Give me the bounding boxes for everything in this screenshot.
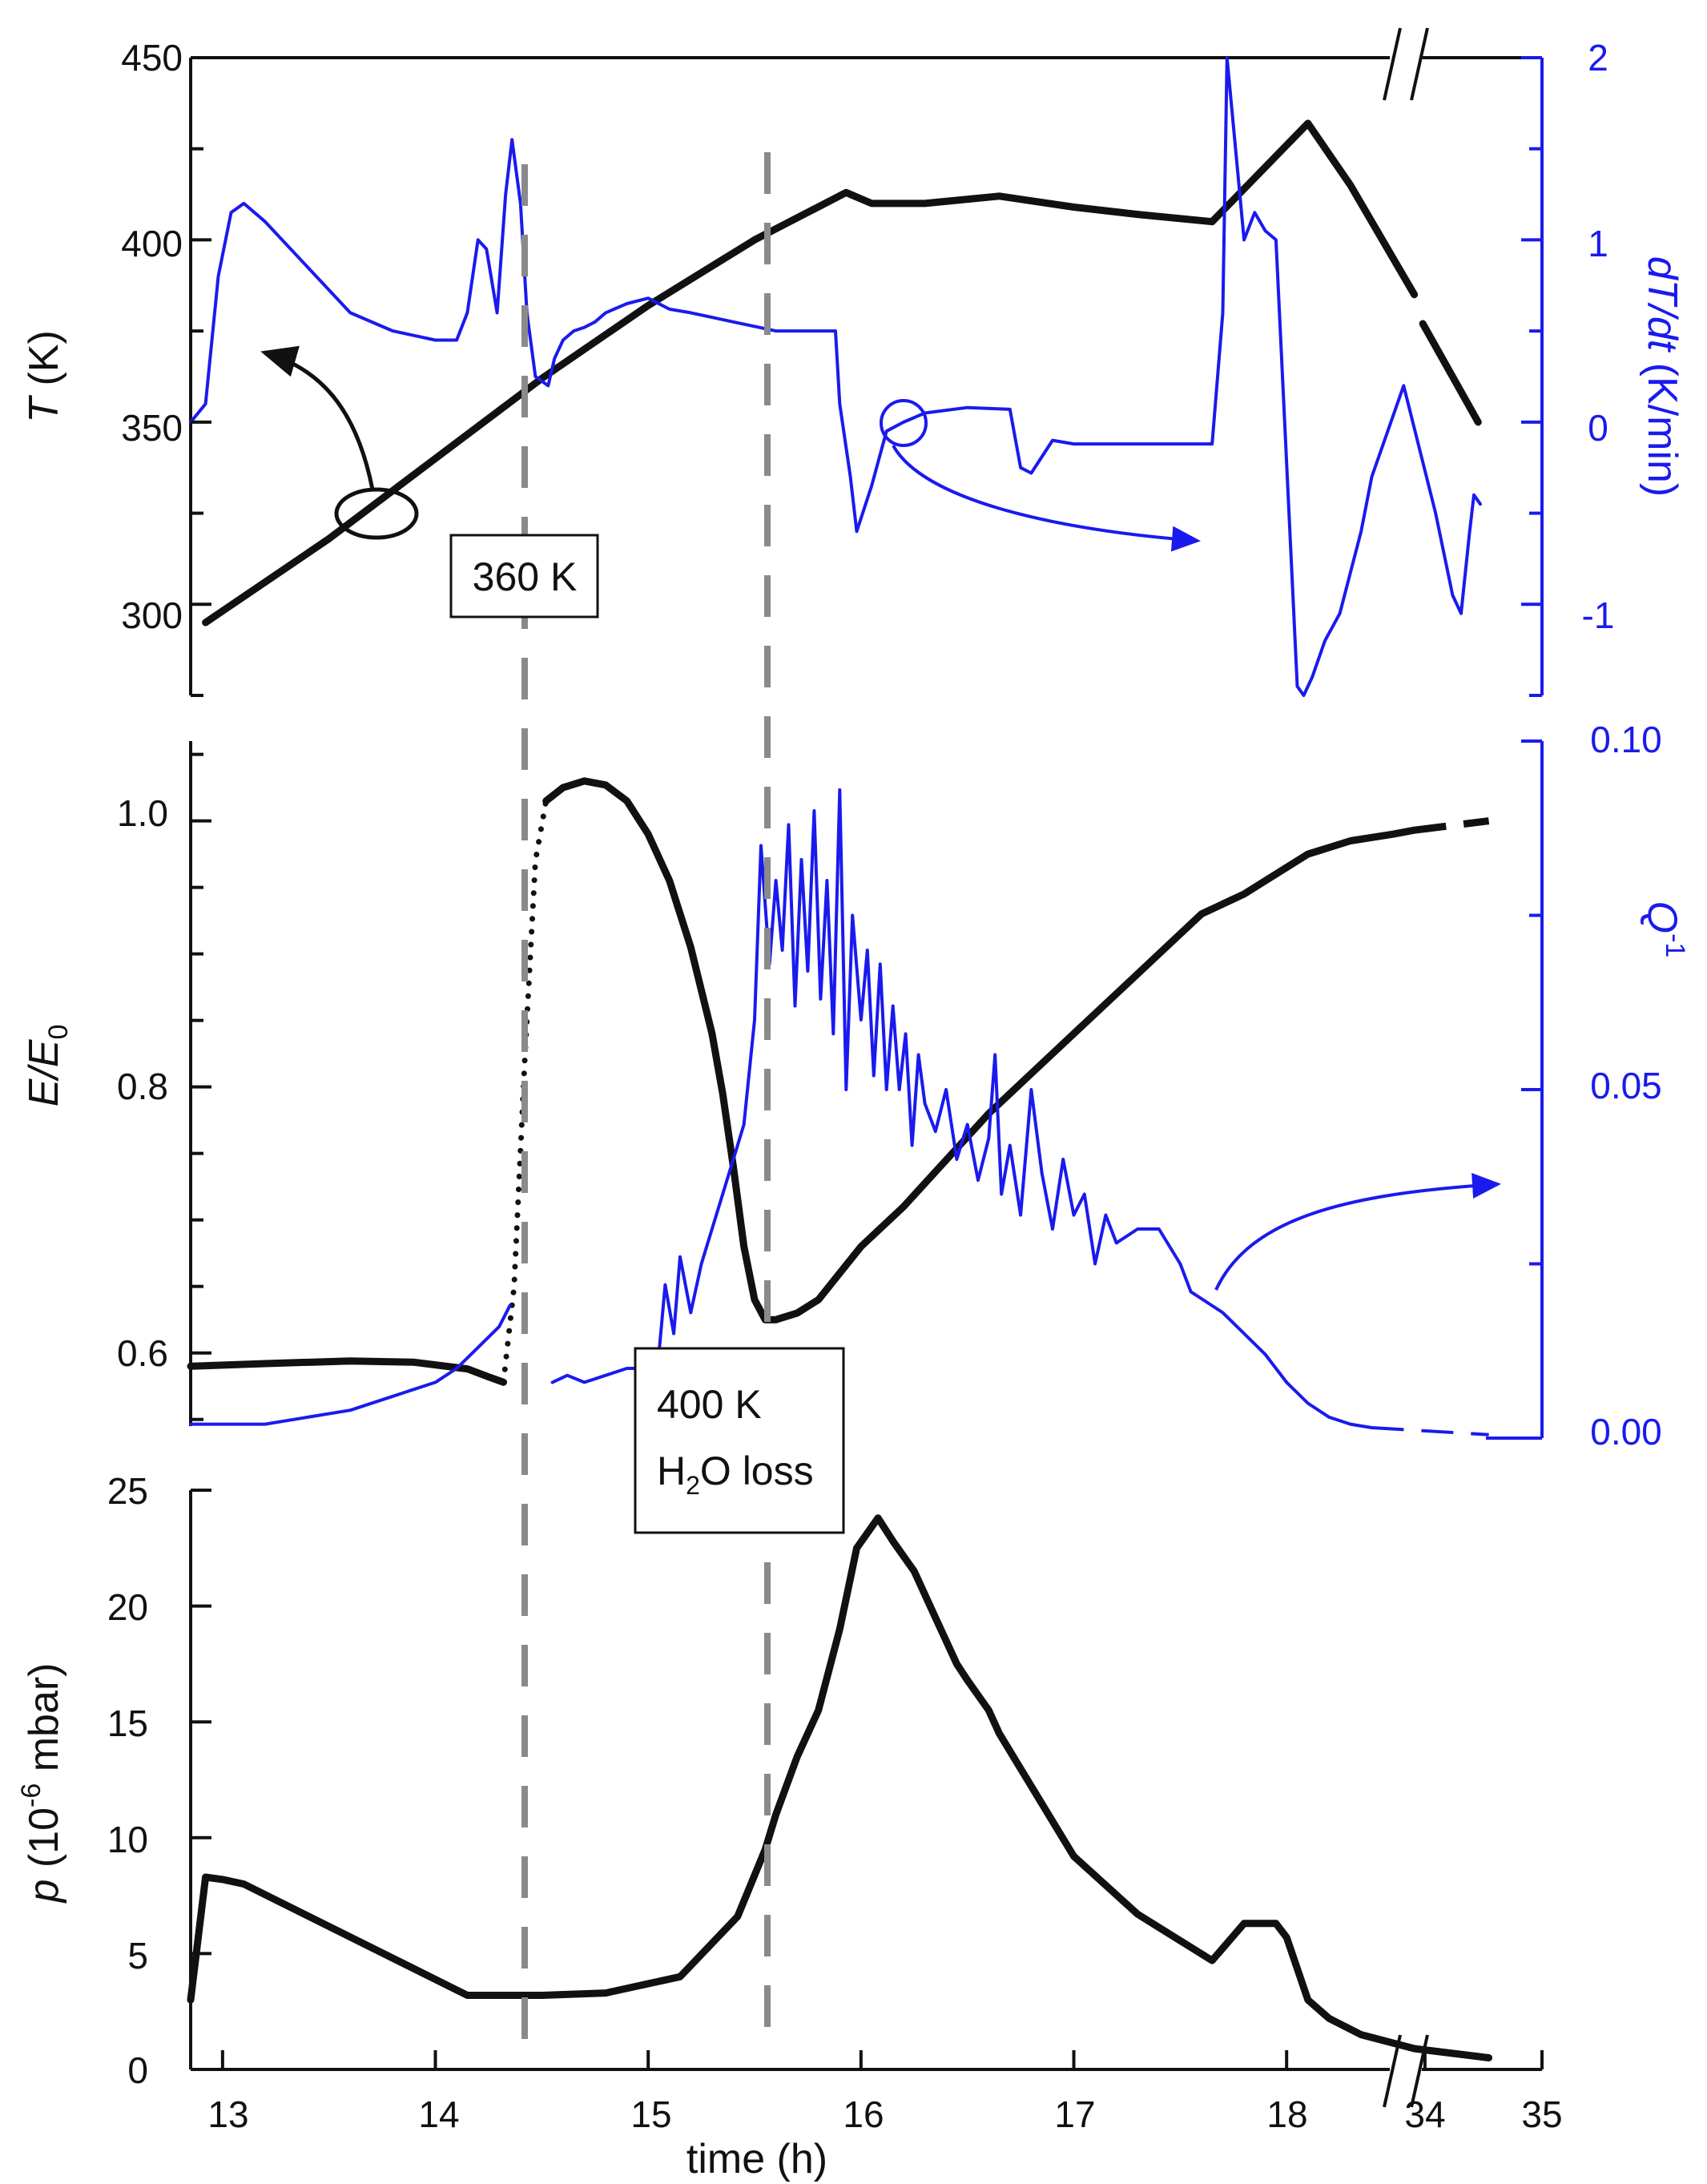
- tick-label-dTdt-2: 2: [1588, 37, 1608, 79]
- ylabel-modulus: E/E0: [21, 1025, 74, 1107]
- tick-label-T-350: 350: [121, 407, 183, 449]
- damping-series-arrow: [1214, 1173, 1501, 1291]
- tick-label-E-0.6: 0.6: [117, 1332, 168, 1374]
- pressure-left-series-line-0: [187, 1514, 1493, 2061]
- panel-pressure-left-ticks: 25 20 15 10 5 0: [107, 1470, 148, 2091]
- modulus-right-series-line-6: [1371, 1426, 1489, 1437]
- annotation-h2o-loss-text: H2O loss: [657, 1449, 814, 1500]
- tick-label-Q-0.10: 0.10: [1590, 719, 1662, 760]
- annotation-360K: 360 K: [449, 534, 599, 619]
- xlabel-time: time (h): [686, 2136, 827, 2182]
- annotation-400K: 400 K H2O loss: [634, 1347, 845, 1534]
- modulus-left-series-line-3: [1414, 817, 1490, 834]
- tick-label-Q-0.00: 0.00: [1590, 1411, 1662, 1453]
- ylabel-damping: Q-1: [1639, 901, 1690, 958]
- x-tick-label-15: 15: [630, 2093, 671, 2135]
- modulus-right-series-line-5: [550, 788, 1374, 1429]
- x-tick-labels: 13 14 15 16 17 18 34 35: [207, 2093, 1562, 2135]
- annotation-400K-box: [634, 1347, 845, 1534]
- annotation-400K-text: 400 K: [657, 1382, 762, 1427]
- dTdt-series-marker-circle: [880, 399, 928, 447]
- tick-label-p-25: 25: [107, 1470, 148, 1512]
- x-tick-label-13: 13: [207, 2093, 248, 2135]
- x-tick-label-35: 35: [1521, 2093, 1562, 2135]
- tick-label-E-0.8: 0.8: [117, 1066, 168, 1107]
- annotation-360K-text: 360 K: [473, 554, 578, 599]
- tick-label-T-300: 300: [121, 594, 183, 636]
- panel-modulus: 1.0 0.8 0.6 0.10 0.05 0.00 E/E0 Q-1: [21, 719, 1690, 1453]
- x-tick-label-34: 34: [1404, 2093, 1445, 2135]
- modulus-left-series-line-1: [501, 798, 550, 1385]
- dTdt-series-arrow: [892, 445, 1201, 552]
- x-tick-label-14: 14: [418, 2093, 459, 2135]
- tick-label-T-400: 400: [121, 223, 183, 264]
- panel-pressure: 25 20 15 10 5 0 13 14 15 16 17 18 34 35 …: [16, 1470, 1563, 2182]
- x-tick-label-16: 16: [843, 2093, 884, 2135]
- tick-label-p-20: 20: [107, 1586, 148, 1628]
- temperature-series-arrow: [260, 345, 375, 490]
- panel-temperature-right-ticks: 2 1 0 -1: [1582, 37, 1615, 636]
- modulus-left-series-line-2: [542, 777, 1419, 1324]
- panel-modulus-left-ticks: 1.0 0.8 0.6: [117, 792, 168, 1374]
- panel-modulus-right-ticks: 0.10 0.05 0.00: [1590, 719, 1662, 1453]
- temperature-right-series-line-2: [189, 56, 1482, 697]
- panel-temperature: 450 400 350 300 2 1 0 -1 T (K) dT/dt (K/…: [21, 27, 1685, 697]
- modulus-left-series-line-0: [187, 1357, 507, 1386]
- tick-label-p-10: 10: [107, 1819, 148, 1860]
- modulus-right-series-line-4: [189, 1304, 512, 1426]
- ylabel-dTdt: dT/dt (K/min): [1639, 256, 1685, 498]
- tick-label-p-0: 0: [127, 2049, 148, 2091]
- panel-temperature-axis-break: [1383, 27, 1429, 101]
- panel-pressure-series: [187, 1514, 1493, 2061]
- x-tick-label-18: 18: [1266, 2093, 1307, 2135]
- ylabel-pressure: p (10-6 mbar): [16, 1662, 67, 1904]
- tick-label-dTdt-0: 0: [1588, 407, 1608, 449]
- tick-label-p-15: 15: [107, 1702, 148, 1744]
- tick-label-Q-0.05: 0.05: [1590, 1065, 1662, 1106]
- guide-lines: [521, 152, 771, 2039]
- x-tick-label-17: 17: [1054, 2093, 1095, 2135]
- tick-label-dTdt-minus1: -1: [1582, 594, 1615, 636]
- temperature-left-series-line-0: [202, 119, 1419, 627]
- tick-label-E-1.0: 1.0: [117, 792, 168, 834]
- tick-label-T-450: 450: [121, 37, 183, 79]
- ylabel-temperature: T (K): [21, 330, 67, 423]
- tick-label-dTdt-1: 1: [1588, 223, 1608, 264]
- temperature-series-marker-ellipse: [334, 487, 419, 540]
- panel-temperature-series: [189, 56, 1482, 697]
- panel-temperature-left-ticks: 450 400 350 300: [121, 37, 183, 636]
- panel-modulus-series: [187, 777, 1490, 1437]
- temperature-left-series-line-1: [1419, 320, 1482, 426]
- tick-label-p-5: 5: [127, 1935, 148, 1976]
- annotation-360K-box: [449, 534, 599, 619]
